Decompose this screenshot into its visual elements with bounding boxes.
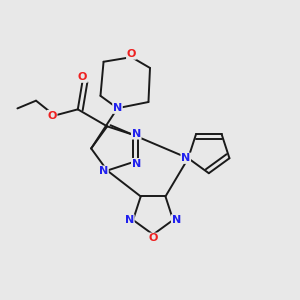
Text: N: N <box>99 166 108 176</box>
Text: N: N <box>172 215 181 225</box>
Text: N: N <box>132 129 141 139</box>
Text: O: O <box>47 110 57 121</box>
Text: N: N <box>113 103 122 113</box>
Text: N: N <box>132 159 141 169</box>
Text: O: O <box>127 49 136 59</box>
Text: N: N <box>125 215 134 225</box>
Text: O: O <box>78 72 87 82</box>
Text: O: O <box>148 233 158 243</box>
Text: N: N <box>181 153 190 163</box>
